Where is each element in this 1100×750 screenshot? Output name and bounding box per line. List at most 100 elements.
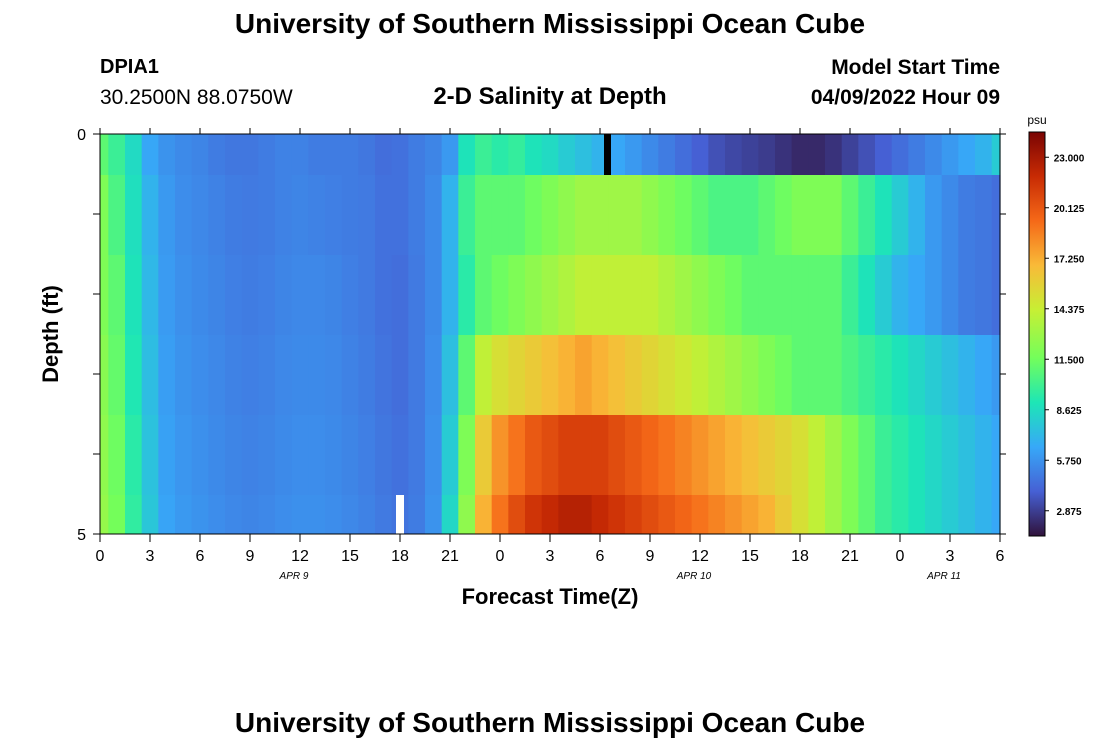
heatmap-cell <box>458 175 476 255</box>
heatmap-cell <box>991 495 1001 534</box>
heatmap-cell <box>675 175 693 255</box>
heatmap-cell <box>625 255 643 335</box>
x-tick-label: 18 <box>391 548 409 565</box>
x-tick-label: 12 <box>691 548 709 565</box>
heatmap-cell <box>275 415 293 495</box>
heatmap-cell <box>441 335 459 415</box>
heatmap-cell <box>708 175 726 255</box>
heatmap-cell <box>841 255 859 335</box>
heatmap-cell <box>341 255 359 335</box>
heatmap-cell <box>591 175 609 255</box>
heatmap-cell <box>975 134 993 175</box>
heatmap-cell <box>125 255 143 335</box>
heatmap-cell <box>275 495 293 534</box>
heatmap-cell <box>191 134 209 175</box>
model-start-label: Model Start Time <box>831 56 1000 79</box>
heatmap-cell <box>441 175 459 255</box>
heatmap-cell <box>558 255 576 335</box>
heatmap-cell <box>441 134 459 175</box>
heatmap-cell <box>691 255 709 335</box>
heatmap-cell <box>191 415 209 495</box>
heatmap-cell <box>275 175 293 255</box>
heatmap-cell <box>991 335 1001 415</box>
heatmap-cell <box>491 175 509 255</box>
heatmap-cell <box>158 175 176 255</box>
heatmap-cell <box>441 255 459 335</box>
heatmap-cell <box>675 335 693 415</box>
heatmap-cell <box>475 134 493 175</box>
x-axis-label: Forecast Time(Z) <box>462 584 639 609</box>
x-tick-label: 0 <box>896 548 905 565</box>
colorbar-tick-label: 23.000 <box>1054 153 1085 164</box>
x-tick-label: 21 <box>441 548 459 565</box>
x-tick-label: 12 <box>291 548 309 565</box>
heatmap-cell <box>858 134 876 175</box>
heatmap-cell <box>841 415 859 495</box>
heatmap-cell <box>858 335 876 415</box>
heatmap-cell <box>308 495 326 534</box>
heatmap-cell <box>691 415 709 495</box>
heatmap-cell <box>408 335 426 415</box>
heatmap-cell <box>908 134 926 175</box>
heatmap-cell <box>658 495 676 534</box>
heatmap-cell <box>691 134 709 175</box>
heatmap-cell <box>508 134 526 175</box>
colorbar-tick-label: 2.875 <box>1056 507 1081 518</box>
heatmap-cell <box>608 255 626 335</box>
heatmap-cell <box>308 335 326 415</box>
heatmap-cell <box>425 134 443 175</box>
heatmap-cell <box>108 175 126 255</box>
heatmap-cell <box>141 175 159 255</box>
heatmap-cell <box>391 415 409 495</box>
heatmap-cell <box>158 415 176 495</box>
x-tick-label: 3 <box>146 548 155 565</box>
heatmap-cell <box>141 415 159 495</box>
heatmap-cell <box>258 335 276 415</box>
day-label: APR 11 <box>926 571 961 582</box>
heatmap-cell <box>100 175 109 255</box>
heatmap-cell <box>541 175 559 255</box>
heatmap-cell <box>841 134 859 175</box>
heatmap-cell <box>458 335 476 415</box>
heatmap-cell <box>475 255 493 335</box>
heatmap-cell <box>241 255 259 335</box>
x-tick-label: 18 <box>791 548 809 565</box>
axes: 0 3 6 9 12 15 18 21 0 3 6 9 12 15 18 21 0 3 6 APR 9 APR 10 AP… <box>77 127 1006 582</box>
heatmap-cell <box>875 175 893 255</box>
heatmap-cell <box>575 175 593 255</box>
heatmap-cell <box>541 415 559 495</box>
heatmap-cell <box>725 134 743 175</box>
heatmap-cell <box>858 255 876 335</box>
heatmap-cell <box>941 255 959 335</box>
heatmap-cell <box>941 495 959 534</box>
colorbar: psu 23.000 20.125 17.250 14.375 11.500 8.625 5.… <box>1027 113 1085 537</box>
heatmap-cell <box>641 335 659 415</box>
heatmap-cell <box>691 495 709 534</box>
heatmap-cell <box>825 335 843 415</box>
heatmap-cell <box>941 415 959 495</box>
heatmap-cell <box>125 134 143 175</box>
heatmap-cell <box>775 335 793 415</box>
heatmap-cell <box>641 175 659 255</box>
heatmap-cell <box>108 335 126 415</box>
heatmap-cell <box>691 175 709 255</box>
heatmap-cell <box>408 175 426 255</box>
heatmap-cell <box>875 415 893 495</box>
heatmap-cell <box>558 495 576 534</box>
heatmap-cell <box>175 335 193 415</box>
heatmap-cell <box>158 495 176 534</box>
heatmap-cell <box>758 134 776 175</box>
heatmap-cell <box>291 495 309 534</box>
heatmap-cell <box>225 134 243 175</box>
heatmap-cell <box>308 175 326 255</box>
heatmap-cell <box>308 415 326 495</box>
heatmap-cell <box>425 415 443 495</box>
heatmap-cell <box>658 255 676 335</box>
heatmap-cell <box>191 495 209 534</box>
heatmap-cell <box>641 134 659 175</box>
heatmap-cell <box>691 335 709 415</box>
heatmap-cell <box>841 175 859 255</box>
heatmap-cell <box>141 335 159 415</box>
heatmap-cell <box>325 495 343 534</box>
heatmap-cell <box>808 335 826 415</box>
